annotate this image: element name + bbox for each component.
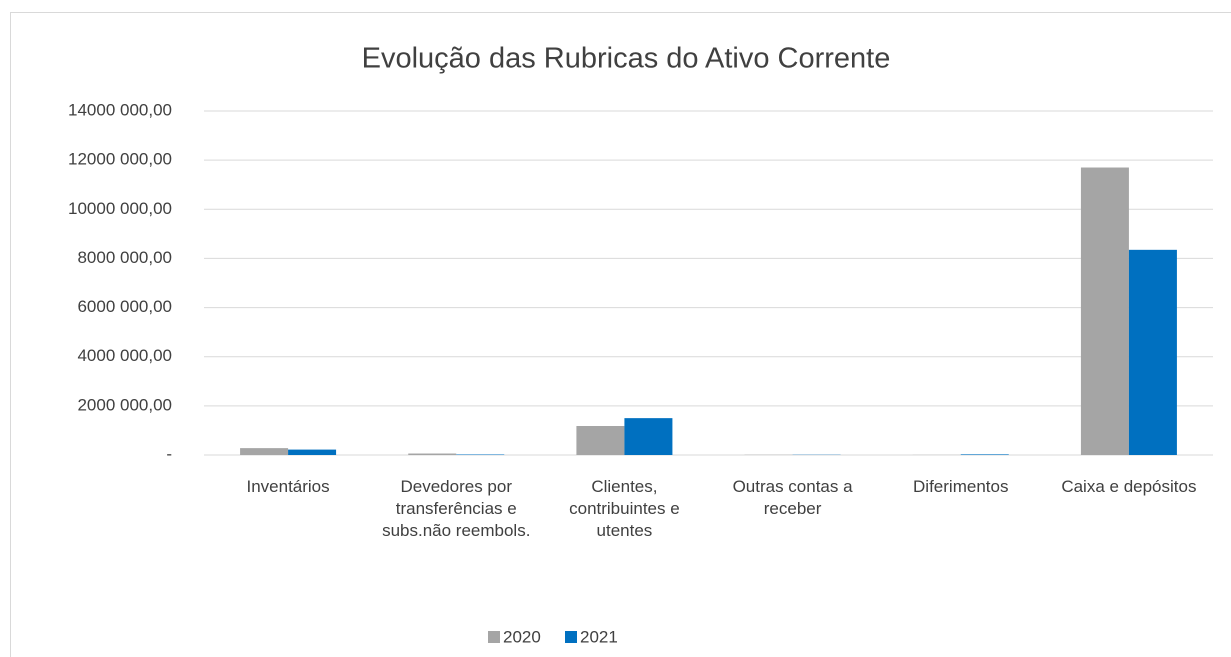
y-tick-label: 14000 000,00 <box>68 100 172 119</box>
y-tick-label: - <box>166 444 172 463</box>
x-tick-label: Clientes, contribuintes e utentes <box>569 477 680 540</box>
bar <box>288 449 337 455</box>
legend-label: 2021 <box>580 627 618 646</box>
x-tick-label: Caixa e depósitos <box>1061 477 1197 496</box>
bar <box>624 418 673 455</box>
y-tick-label: 8000 000,00 <box>77 248 172 267</box>
legend-swatch <box>565 631 577 643</box>
y-tick-label: 2000 000,00 <box>77 395 172 414</box>
bar <box>960 454 1009 455</box>
y-tick-label: 4000 000,00 <box>77 346 172 365</box>
bar <box>240 448 289 455</box>
bar <box>1128 249 1177 455</box>
y-tick-label: 12000 000,00 <box>68 150 172 169</box>
y-tick-label: 10000 000,00 <box>68 199 172 218</box>
bar <box>408 453 457 455</box>
x-tick-label: Devedores por transferências e subs.não … <box>382 477 531 540</box>
legend-label: 2020 <box>503 627 541 646</box>
y-tick-label: 6000 000,00 <box>77 297 172 316</box>
bar <box>576 426 625 455</box>
chart-frame <box>10 12 1231 657</box>
legend-swatch <box>488 631 500 643</box>
x-tick-label: Inventários <box>246 477 330 496</box>
x-tick-label: Diferimentos <box>913 477 1009 496</box>
chart-title: Evolução das Rubricas do Ativo Corrente <box>362 43 891 75</box>
x-tick-label: Outras contas a receber <box>732 477 853 518</box>
bar <box>1080 167 1129 455</box>
